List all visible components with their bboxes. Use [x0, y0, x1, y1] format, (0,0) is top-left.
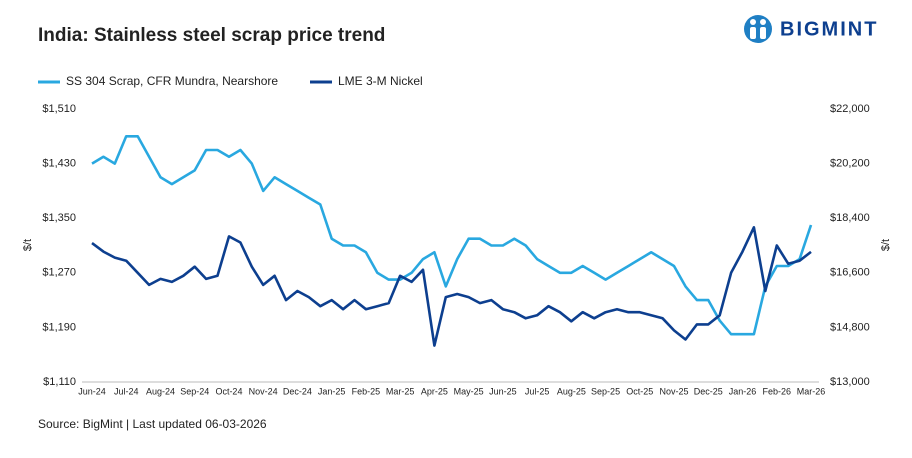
x-tick-label: Jul-24	[114, 386, 139, 396]
y-tick-label: $1,190	[42, 321, 76, 333]
x-tick-label: Apr-25	[421, 386, 448, 396]
legend-label: SS 304 Scrap, CFR Mundra, Nearshore	[66, 74, 278, 88]
y2-tick-label: $22,000	[830, 103, 870, 115]
series-line	[91, 135, 813, 336]
y-tick-label: $1,350	[42, 212, 76, 224]
source-note: Source: BigMint | Last updated 06-03-202…	[38, 417, 267, 431]
x-tick-label: Feb-25	[352, 386, 381, 396]
x-tick-label: Aug-24	[146, 386, 175, 396]
x-tick-label: Mar-25	[386, 386, 415, 396]
x-tick-label: Feb-26	[762, 386, 791, 396]
x-tick-label: Oct-25	[626, 386, 653, 396]
x-tick-label: Jul-25	[525, 386, 550, 396]
y2-axis-label: $/t	[880, 239, 892, 251]
y-tick-label: $1,110	[43, 376, 76, 388]
y-axis-label: $/t	[22, 239, 34, 251]
x-tick-label: Nov-24	[249, 386, 278, 396]
x-tick-label: May-25	[454, 386, 484, 396]
x-tick-label: Sep-24	[180, 386, 209, 396]
y2-tick-label: $16,600	[830, 267, 870, 279]
chart-title: India: Stainless steel scrap price trend	[38, 25, 385, 46]
x-tick-label: Nov-25	[660, 386, 689, 396]
x-tick-label: Mar-26	[797, 386, 826, 396]
y2-tick-label: $18,400	[830, 212, 870, 224]
x-tick-label: Aug-25	[557, 386, 586, 396]
legend-label: LME 3-M Nickel	[338, 74, 423, 88]
x-tick-label: Sep-25	[591, 386, 620, 396]
y-tick-label: $1,430	[42, 158, 76, 170]
brand-name: BIGMINT	[780, 18, 878, 40]
x-tick-label: Jan-25	[318, 386, 346, 396]
brand-logo: BIGMINT	[744, 15, 878, 43]
y2-tick-label: $13,000	[830, 376, 870, 388]
x-tick-label: Dec-25	[694, 386, 723, 396]
x-tick-label: Jun-25	[489, 386, 517, 396]
x-tick-label: Jun-24	[78, 386, 106, 396]
x-tick-label: Jan-26	[729, 386, 757, 396]
y2-tick-label: $20,200	[830, 158, 870, 170]
y-tick-label: $1,270	[42, 267, 76, 279]
y-tick-label: $1,510	[42, 103, 76, 115]
series-line	[91, 226, 812, 347]
x-tick-label: Oct-24	[215, 386, 242, 396]
x-tick-label: Dec-24	[283, 386, 312, 396]
y2-tick-label: $14,800	[830, 321, 870, 333]
